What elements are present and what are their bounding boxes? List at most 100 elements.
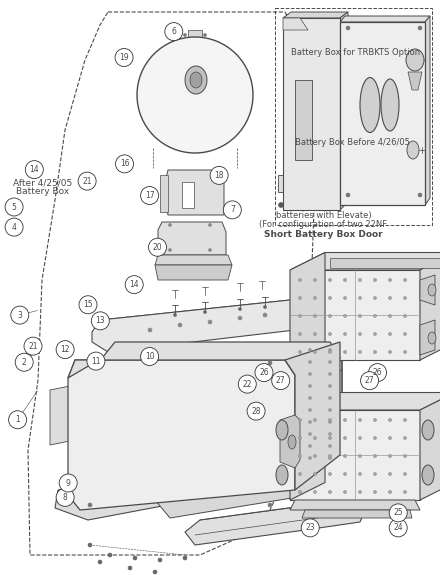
Circle shape — [298, 473, 301, 476]
Ellipse shape — [249, 440, 261, 450]
Ellipse shape — [422, 420, 434, 440]
Circle shape — [298, 419, 301, 421]
Circle shape — [79, 296, 97, 314]
Circle shape — [238, 316, 242, 320]
Circle shape — [403, 332, 407, 335]
Text: 2: 2 — [22, 358, 26, 367]
Circle shape — [389, 436, 392, 439]
Text: 24: 24 — [393, 523, 403, 532]
Circle shape — [308, 420, 312, 424]
Circle shape — [183, 33, 187, 36]
Text: 12: 12 — [60, 345, 70, 354]
Circle shape — [344, 315, 347, 317]
Circle shape — [238, 375, 256, 393]
Circle shape — [298, 297, 301, 300]
Circle shape — [148, 328, 152, 332]
Circle shape — [313, 315, 316, 317]
Circle shape — [313, 297, 316, 300]
Circle shape — [165, 22, 183, 41]
Polygon shape — [420, 252, 440, 360]
Circle shape — [329, 348, 331, 351]
Ellipse shape — [104, 475, 116, 485]
Circle shape — [329, 297, 331, 300]
Polygon shape — [330, 258, 440, 267]
Circle shape — [374, 454, 377, 458]
Circle shape — [209, 224, 212, 227]
Circle shape — [153, 570, 157, 574]
Circle shape — [403, 490, 407, 493]
Polygon shape — [290, 410, 420, 500]
Text: 4: 4 — [11, 223, 17, 232]
Polygon shape — [68, 360, 295, 510]
Circle shape — [301, 519, 319, 537]
Text: 26: 26 — [373, 368, 382, 377]
Circle shape — [272, 371, 290, 390]
Ellipse shape — [190, 72, 202, 88]
Circle shape — [359, 351, 362, 354]
Circle shape — [313, 473, 316, 476]
Polygon shape — [173, 110, 217, 125]
Circle shape — [344, 473, 347, 476]
Circle shape — [329, 373, 331, 375]
Text: batteries with Elevate): batteries with Elevate) — [275, 210, 371, 220]
Circle shape — [137, 37, 253, 153]
Circle shape — [26, 160, 43, 179]
Circle shape — [359, 490, 362, 493]
Polygon shape — [302, 510, 412, 518]
Circle shape — [374, 436, 377, 439]
Ellipse shape — [276, 465, 288, 485]
Circle shape — [88, 503, 92, 507]
Circle shape — [308, 457, 312, 459]
Polygon shape — [155, 255, 232, 265]
Circle shape — [329, 361, 331, 363]
Circle shape — [374, 297, 377, 300]
Text: 11: 11 — [91, 356, 101, 366]
Ellipse shape — [288, 435, 296, 449]
Circle shape — [329, 397, 331, 400]
Polygon shape — [160, 175, 168, 212]
Polygon shape — [283, 12, 348, 18]
Circle shape — [389, 351, 392, 354]
Circle shape — [5, 198, 23, 216]
Polygon shape — [283, 18, 340, 210]
Text: 21: 21 — [82, 177, 92, 186]
Polygon shape — [68, 342, 340, 378]
Text: Battery Box: Battery Box — [16, 187, 70, 196]
Circle shape — [329, 420, 331, 424]
Circle shape — [169, 224, 172, 227]
Circle shape — [329, 419, 331, 421]
Circle shape — [403, 436, 407, 439]
Circle shape — [224, 201, 241, 219]
Circle shape — [329, 490, 331, 493]
Circle shape — [298, 351, 301, 354]
Circle shape — [125, 275, 143, 294]
Circle shape — [308, 444, 312, 447]
Ellipse shape — [249, 475, 261, 485]
Text: 14: 14 — [129, 280, 139, 289]
Circle shape — [169, 248, 172, 251]
Circle shape — [361, 371, 378, 390]
Ellipse shape — [428, 332, 436, 344]
Circle shape — [329, 436, 331, 439]
Polygon shape — [55, 452, 345, 520]
Circle shape — [298, 436, 301, 439]
Ellipse shape — [422, 465, 434, 485]
Polygon shape — [420, 275, 435, 305]
Circle shape — [183, 556, 187, 560]
Text: 10: 10 — [145, 352, 154, 361]
Circle shape — [298, 278, 301, 282]
Text: Battery Box for TRBKTS Option: Battery Box for TRBKTS Option — [291, 48, 420, 58]
Circle shape — [329, 385, 331, 388]
Polygon shape — [52, 392, 70, 415]
Ellipse shape — [249, 405, 261, 415]
Polygon shape — [92, 300, 310, 352]
Circle shape — [87, 352, 105, 370]
Circle shape — [329, 473, 331, 476]
Circle shape — [359, 419, 362, 421]
Circle shape — [15, 353, 33, 371]
Circle shape — [56, 340, 74, 359]
Polygon shape — [178, 60, 214, 95]
Text: 14: 14 — [29, 165, 39, 174]
Ellipse shape — [104, 370, 116, 380]
Polygon shape — [155, 265, 232, 280]
